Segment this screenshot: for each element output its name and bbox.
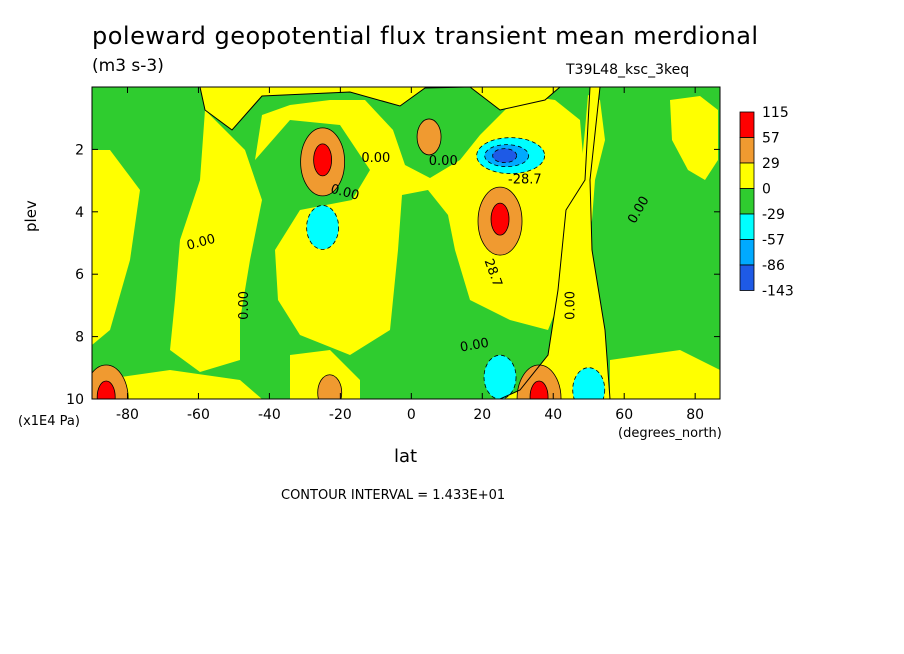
contour-label-8: 0.00 bbox=[459, 336, 490, 356]
maximum-5-core bbox=[529, 380, 549, 399]
x-tick-label-40: 40 bbox=[544, 407, 562, 423]
colorbar-label-4: 0 bbox=[762, 182, 771, 198]
contour-label-9: -28.7 bbox=[508, 173, 542, 188]
positive-region-6 bbox=[670, 96, 718, 180]
colorbar-label-3: 29 bbox=[762, 156, 780, 172]
y-tick-label-2: 2 bbox=[75, 142, 84, 158]
y-tick-label-10: 10 bbox=[66, 392, 84, 408]
positive-region-7 bbox=[610, 350, 720, 399]
plot-frame bbox=[91, 86, 721, 400]
contour-label-4: 0.00 bbox=[185, 232, 217, 254]
chart-title: poleward geopotential flux transient mea… bbox=[92, 22, 759, 50]
units-label: (m3 s-3) bbox=[92, 56, 164, 76]
run-label: T39L48_ksc_3keq bbox=[566, 62, 690, 78]
y-axis-units: (x1E4 Pa) bbox=[18, 414, 80, 429]
minimum-8-shell bbox=[306, 204, 340, 250]
colorbar-swatch-4 bbox=[739, 188, 755, 215]
x-tick-label--40: -40 bbox=[258, 407, 281, 423]
x-tick-label-20: 20 bbox=[473, 407, 491, 423]
y-axis-label: plev bbox=[22, 200, 40, 232]
minimum-7-core bbox=[492, 148, 518, 164]
x-axis-units: (degrees_north) bbox=[618, 426, 722, 441]
x-tick-label-80: 80 bbox=[686, 407, 704, 423]
x-tick-label--60: -60 bbox=[187, 407, 210, 423]
positive-region-2 bbox=[92, 370, 262, 399]
contour-label-5: 0.00 bbox=[237, 291, 252, 320]
colorbar-label-8: -143 bbox=[762, 284, 794, 300]
y-tick-label-4: 4 bbox=[75, 205, 84, 221]
colorbar-swatch-6 bbox=[739, 239, 755, 266]
positive-region-1 bbox=[92, 150, 140, 345]
colorbar-swatch-2 bbox=[739, 137, 755, 164]
maximum-2-core bbox=[313, 143, 333, 177]
colorbar-label-2: 57 bbox=[762, 131, 780, 147]
contour-label-2: 0.00 bbox=[429, 154, 458, 169]
contour-label-7: 0.00 bbox=[564, 291, 579, 320]
maximum-1-core bbox=[490, 202, 510, 236]
x-axis-label: lat bbox=[394, 446, 418, 467]
y-tick-label-6: 6 bbox=[75, 267, 84, 283]
x-tick-label-0: 0 bbox=[407, 407, 416, 423]
maximum-6-shell bbox=[317, 374, 343, 399]
x-tick-label--80: -80 bbox=[116, 407, 139, 423]
maximum-3-shell bbox=[416, 118, 442, 156]
contour-label-1: 0.00 bbox=[361, 151, 390, 166]
y-tick-label-8: 8 bbox=[75, 330, 84, 346]
colorbar-swatch-1 bbox=[739, 111, 755, 138]
contour-interval: CONTOUR INTERVAL = 1.433E+01 bbox=[281, 488, 506, 503]
colorbar-swatch-7 bbox=[739, 264, 755, 291]
zero-contour-2 bbox=[589, 87, 720, 399]
colorbar-label-1: 115 bbox=[762, 105, 789, 121]
colorbar-label-5: -29 bbox=[762, 207, 785, 223]
maximum-4-core bbox=[96, 380, 116, 399]
colorbar-label-7: -86 bbox=[762, 258, 785, 274]
positive-region-5 bbox=[575, 95, 605, 250]
contour-label-3: 0.00 bbox=[329, 182, 361, 204]
colorbar-swatch-3 bbox=[739, 162, 755, 189]
zero-contour-1 bbox=[92, 87, 591, 399]
positive-region-3 bbox=[170, 110, 262, 372]
x-tick-label-60: 60 bbox=[615, 407, 633, 423]
minimum-9-shell bbox=[483, 354, 517, 399]
colorbar-swatch-5 bbox=[739, 213, 755, 240]
positive-region-8 bbox=[290, 350, 360, 399]
x-tick-label--20: -20 bbox=[329, 407, 352, 423]
minimum-10-shell bbox=[572, 367, 606, 399]
field-layer: 0.00 0.000.000.000.000.000.000.00-28.728.… bbox=[92, 87, 720, 399]
colorbar-label-6: -57 bbox=[762, 233, 785, 249]
